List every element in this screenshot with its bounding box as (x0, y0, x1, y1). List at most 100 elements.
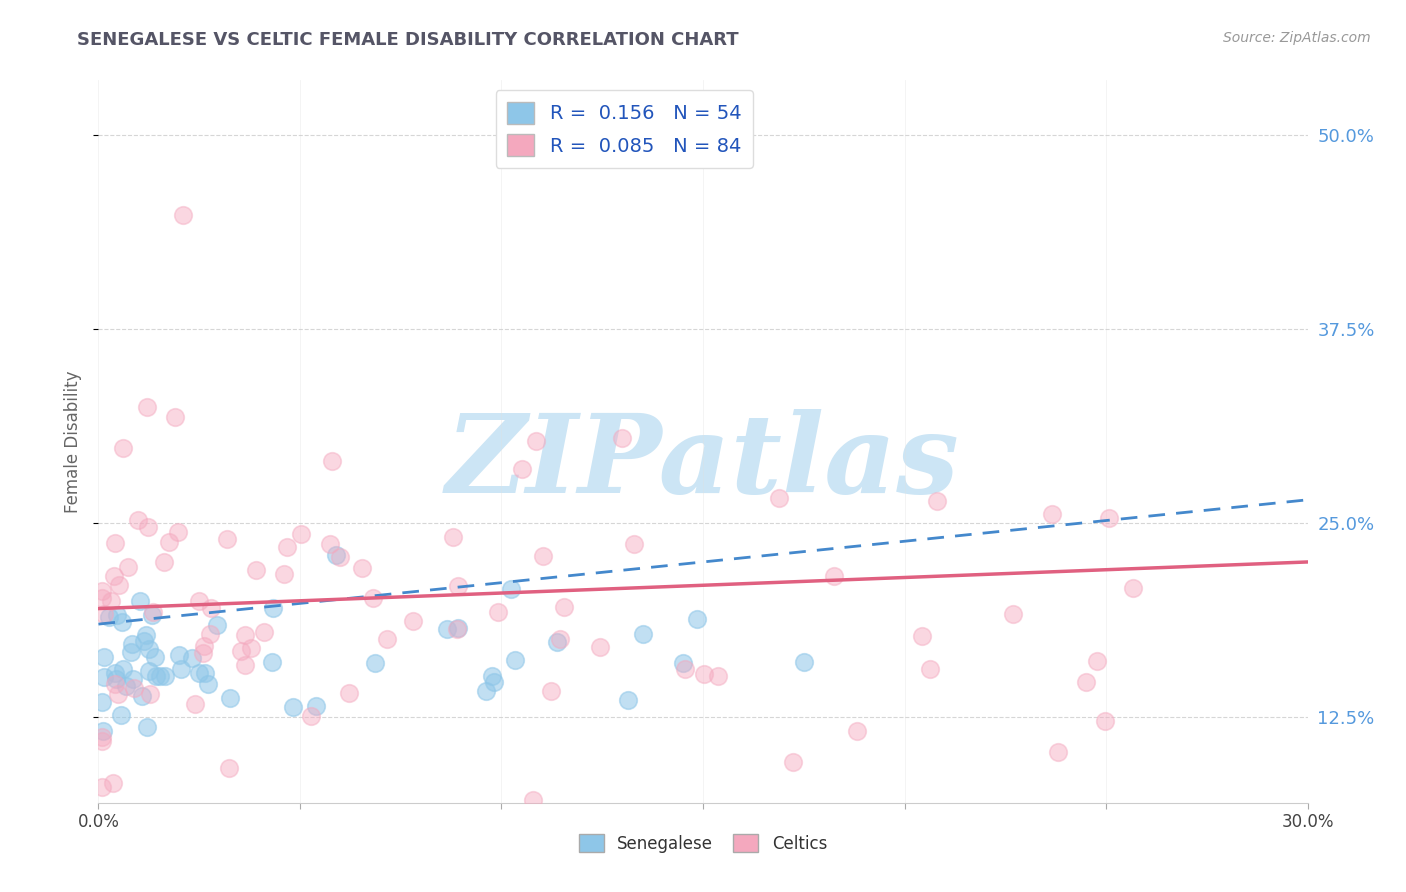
Point (93, 607, 115, 622)
Point (131, 690, 153, 704)
Point (153, 669, 176, 683)
Point (110, 708, 132, 723)
Point (441, 530, 464, 544)
Point (117, 560, 139, 574)
Point (589, 640, 612, 654)
Point (1085, 654, 1108, 668)
Text: Source: ZipAtlas.com: Source: ZipAtlas.com (1223, 31, 1371, 45)
Text: ZIPatlas: ZIPatlas (446, 409, 960, 517)
Point (145, 669, 167, 683)
Point (91, 695, 114, 709)
Point (253, 624, 276, 639)
Point (111, 441, 134, 455)
Point (623, 537, 645, 551)
Point (319, 537, 342, 551)
Point (134, 628, 156, 642)
Point (633, 627, 655, 641)
Point (1074, 674, 1097, 689)
Point (111, 615, 134, 629)
Point (114, 679, 136, 693)
Point (100, 593, 122, 607)
Point (375, 632, 398, 647)
Point (180, 651, 202, 665)
Point (1094, 714, 1116, 729)
Point (218, 761, 240, 775)
Point (845, 724, 868, 739)
Point (217, 532, 239, 546)
Point (104, 676, 127, 690)
Point (239, 641, 262, 656)
Point (245, 563, 267, 577)
Point (1002, 607, 1025, 621)
Point (782, 755, 804, 769)
Point (524, 434, 547, 448)
Point (107, 607, 129, 622)
Point (262, 601, 284, 615)
Point (1040, 507, 1063, 521)
Point (273, 567, 295, 582)
Point (134, 634, 156, 648)
Point (127, 513, 149, 527)
Point (364, 656, 387, 670)
Point (337, 686, 360, 700)
Point (321, 454, 343, 468)
Point (121, 637, 143, 651)
Point (188, 594, 211, 608)
Point (153, 555, 176, 569)
Point (149, 669, 172, 683)
Point (104, 535, 127, 549)
Point (612, 431, 634, 445)
Point (531, 549, 554, 564)
Point (112, 663, 135, 677)
Point (166, 524, 188, 539)
Point (172, 209, 194, 223)
Point (141, 607, 163, 622)
Point (97, 610, 120, 624)
Point (550, 632, 572, 646)
Point (191, 646, 214, 660)
Point (122, 681, 145, 695)
Point (157, 535, 180, 549)
Point (262, 656, 284, 670)
Point (505, 653, 527, 667)
Point (205, 618, 228, 632)
Point (219, 690, 242, 705)
Point (1098, 511, 1121, 525)
Legend: Senegalese, Celtics: Senegalese, Celtics (572, 828, 834, 860)
Point (101, 775, 124, 789)
Point (447, 621, 470, 635)
Point (93, 649, 115, 664)
Point (325, 548, 347, 562)
Point (122, 672, 145, 686)
Point (911, 629, 934, 643)
Point (107, 686, 129, 700)
Point (481, 669, 503, 683)
Point (163, 410, 186, 425)
Point (686, 612, 709, 626)
Point (925, 493, 948, 508)
Point (91, 731, 114, 745)
Point (138, 641, 160, 656)
Point (522, 792, 544, 806)
Point (198, 626, 221, 640)
Text: SENEGALESE VS CELTIC FEMALE DISABILITY CORRELATION CHART: SENEGALESE VS CELTIC FEMALE DISABILITY C… (77, 31, 740, 49)
Point (200, 600, 222, 615)
Point (233, 628, 256, 642)
Point (768, 491, 790, 505)
Point (823, 569, 845, 583)
Point (673, 662, 696, 676)
Point (617, 693, 640, 707)
Point (136, 720, 159, 734)
Point (402, 615, 425, 629)
Point (104, 672, 127, 686)
Point (276, 541, 298, 555)
Point (693, 667, 716, 681)
Point (135, 400, 157, 414)
Point (281, 699, 304, 714)
Point (142, 605, 165, 619)
Point (197, 677, 219, 691)
Point (1047, 745, 1070, 759)
Point (233, 658, 256, 673)
Point (546, 635, 568, 649)
Point (129, 593, 152, 607)
